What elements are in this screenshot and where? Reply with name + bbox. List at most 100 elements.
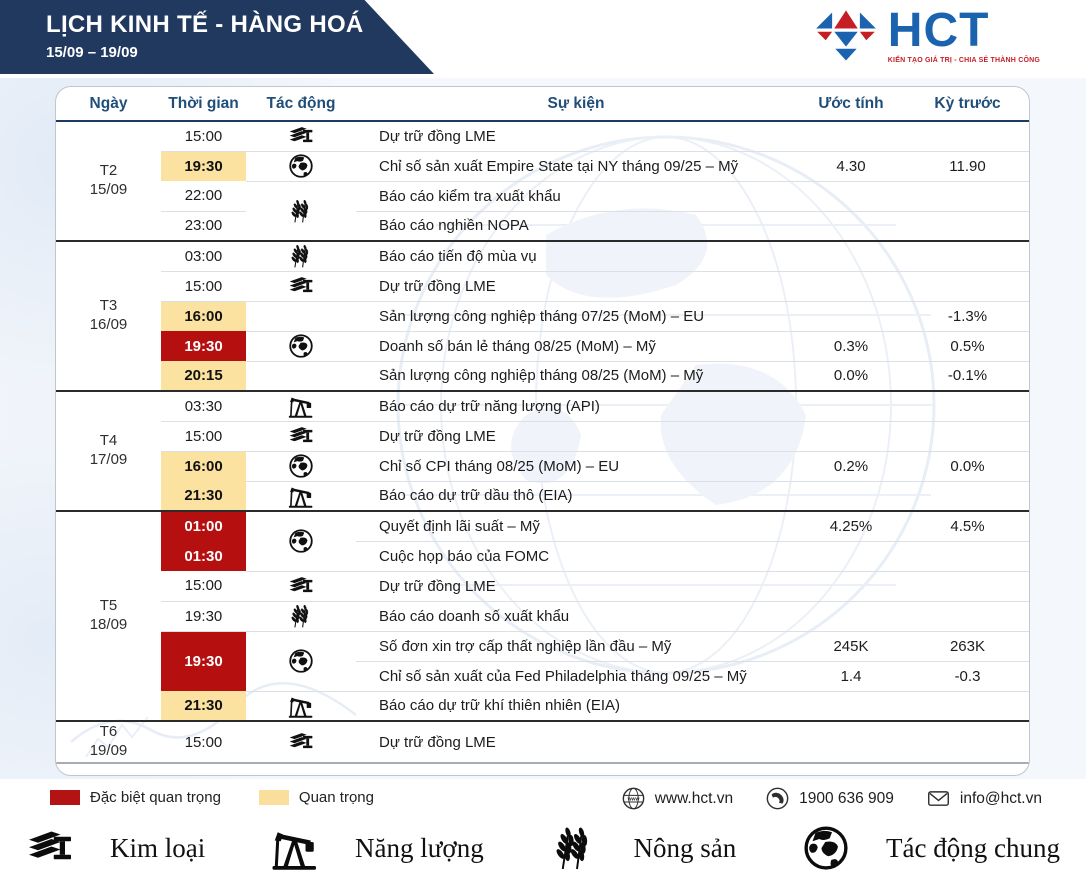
table-row: 16:00 Sản lượng công nghiệp tháng 07/25 (… <box>56 301 1029 332</box>
table-row: 19:30 Số đơn xin trợ cấp thất nghiệp lần … <box>56 631 1029 692</box>
impact-icon-cell <box>246 451 356 482</box>
importance-legend: Đặc biệt quan trọng Quan trọng <box>50 789 374 806</box>
time-cell: 03:30 <box>161 391 246 422</box>
phone-link[interactable]: 1900 636 909 <box>765 786 894 811</box>
table-row: T5 18/09 01:00 Quyết định lãi suất – Mỹ 4.25… <box>56 511 1029 722</box>
estimate-cell <box>796 181 906 212</box>
previous-cell <box>906 571 1029 602</box>
event-cell: Dự trữ đồng LME <box>356 271 796 302</box>
previous-cell <box>906 541 1029 572</box>
legend-label-important: Quan trọng <box>298 789 374 806</box>
time-cell: 01:30 <box>161 541 246 571</box>
time-cell: 03:00 <box>161 241 246 272</box>
time-cell: 19:30 <box>161 601 246 632</box>
day-cell: T6 19/09 <box>56 721 161 764</box>
legend-label-critical: Đặc biệt quan trọng <box>90 789 221 806</box>
time-cell: 01:00 <box>161 511 246 541</box>
impact-icon-cell <box>246 601 356 632</box>
previous-cell: 11.90 <box>906 151 1029 182</box>
estimate-cell <box>796 391 906 422</box>
category-label-metal: Kim loại <box>110 832 206 863</box>
date-range: 15/09 – 19/09 <box>46 44 138 61</box>
globe-icon <box>802 824 850 872</box>
time-cell: 23:00 <box>161 211 246 242</box>
website-text: www.hct.vn <box>654 789 734 807</box>
table-row: 20:15 Sản lượng công nghiệp tháng 08/25 (… <box>56 361 1029 392</box>
legend-item-critical: Đặc biệt quan trọng <box>50 789 221 806</box>
oil-pump-icon <box>288 393 314 419</box>
table-row: 19:30 Doanh số bán lẻ tháng 08/25 (MoM) –… <box>56 331 1029 362</box>
time-cell: 19:30 <box>161 631 246 691</box>
estimate-cell: 245K <box>796 631 906 662</box>
time-cell: 16:00 <box>161 451 246 481</box>
event-cell: Báo cáo kiểm tra xuất khẩu <box>356 181 796 212</box>
time-cell: 15:00 <box>161 571 246 602</box>
wheat-icon <box>550 824 598 872</box>
impact-icon-cell <box>246 151 356 182</box>
impact-icon-cell <box>246 301 356 332</box>
event-cell: Quyết định lãi suất – Mỹ <box>356 511 796 542</box>
event-cell: Chỉ số sản xuất của Fed Philadelphia thá… <box>356 661 796 692</box>
contact-bar: www.hct.vn 1900 636 909 info@hct.vn <box>621 786 1042 811</box>
estimate-cell: 1.4 <box>796 661 906 692</box>
column-header-4: Ước tính <box>796 87 906 122</box>
category-metal: Kim loại <box>26 824 205 872</box>
event-cell: Báo cáo dự trữ năng lượng (API) <box>356 391 796 422</box>
previous-cell <box>906 691 1029 722</box>
estimate-cell: 0.2% <box>796 451 906 482</box>
wheat-icon <box>288 198 314 224</box>
website-link[interactable]: www.hct.vn <box>621 786 733 811</box>
estimate-cell <box>796 601 906 632</box>
event-cell: Số đơn xin trợ cấp thất nghiệp lần đầu –… <box>356 631 796 662</box>
previous-cell: 0.0% <box>906 451 1029 482</box>
impact-icon-cell <box>246 271 356 302</box>
previous-cell <box>906 391 1029 422</box>
previous-cell <box>906 211 1029 242</box>
impact-icon-cell <box>246 361 356 392</box>
day-cell: T5 18/09 <box>56 511 161 722</box>
category-legend: Kim loại Năng lượng Nông sản Tác động ch… <box>0 818 1086 878</box>
event-cell: Báo cáo doanh số xuất khẩu <box>356 601 796 632</box>
impact-icon-cell <box>246 121 356 152</box>
phone-text: 1900 636 909 <box>799 789 894 807</box>
time-cell: 21:30 <box>161 481 246 512</box>
event-cell: Dự trữ đồng LME <box>356 571 796 602</box>
table-row: 22:00 Báo cáo kiểm tra xuất khẩu <box>56 181 1029 242</box>
category-label-agriculture: Nông sản <box>633 832 737 863</box>
estimate-cell: 0.0% <box>796 361 906 392</box>
event-cell: Sản lượng công nghiệp tháng 07/25 (MoM) … <box>356 301 796 332</box>
event-cell: Báo cáo dự trữ khí thiên nhiên (EIA) <box>356 691 796 722</box>
previous-cell <box>906 241 1029 272</box>
legend-item-important: Quan trọng <box>258 789 374 806</box>
globe-icon <box>288 453 314 479</box>
event-cell: Doanh số bán lẻ tháng 08/25 (MoM) – Mỹ <box>356 331 796 362</box>
event-cell: Cuộc họp báo của FOMC <box>356 541 796 572</box>
event-cell: Dự trữ đồng LME <box>356 121 796 152</box>
previous-cell: 4.5% <box>906 511 1029 542</box>
email-link[interactable]: info@hct.vn <box>926 786 1042 811</box>
day-cell: T4 17/09 <box>56 391 161 512</box>
table-row: 16:00 Chỉ số CPI tháng 08/25 (MoM) – EU 0.… <box>56 451 1029 482</box>
event-cell: Báo cáo tiến độ mùa vụ <box>356 241 796 272</box>
estimate-cell <box>796 211 906 242</box>
yellow-swatch <box>258 790 289 805</box>
table-row: 15:00 Dự trữ đồng LME <box>56 421 1029 452</box>
category-energy: Năng lượng <box>271 824 484 872</box>
day-cell: T3 16/09 <box>56 241 161 392</box>
calendar-card: Ngày Thời gian Tác động Sự kiện Ước tính Kỳ t… <box>55 86 1030 776</box>
globe-icon <box>288 333 314 359</box>
red-swatch <box>50 790 80 805</box>
economic-calendar-table: Ngày Thời gian Tác động Sự kiện Ước tính Kỳ t… <box>56 87 1029 764</box>
previous-cell <box>906 421 1029 452</box>
event-cell: Báo cáo dự trữ dầu thô (EIA) <box>356 481 796 512</box>
previous-cell <box>906 481 1029 512</box>
time-cell: 22:00 <box>161 181 246 212</box>
time-cell: 20:15 <box>161 361 246 392</box>
previous-cell: -0.1% <box>906 361 1029 392</box>
time-cell: 16:00 <box>161 301 246 331</box>
impact-icon-cell <box>246 391 356 422</box>
estimate-cell <box>796 571 906 602</box>
column-header-5: Kỳ trước <box>906 87 1029 122</box>
oil-pump-icon <box>288 693 314 719</box>
estimate-cell: 0.3% <box>796 331 906 362</box>
